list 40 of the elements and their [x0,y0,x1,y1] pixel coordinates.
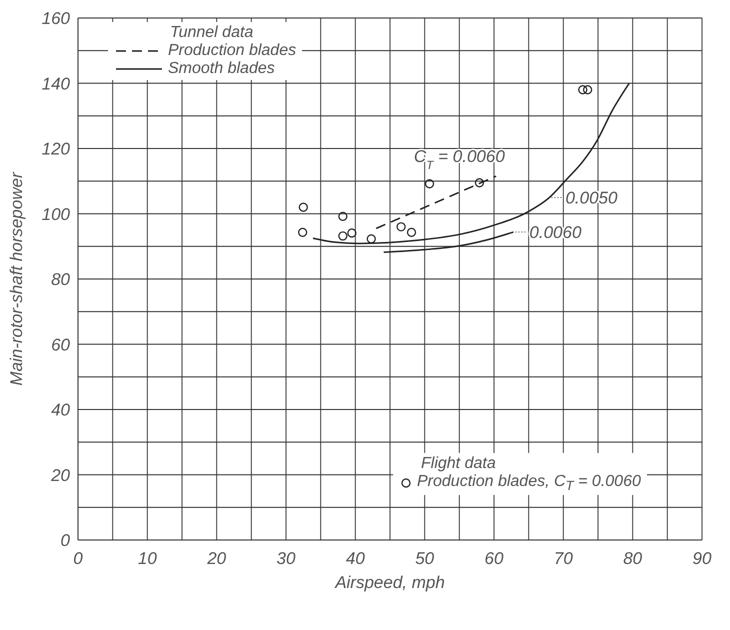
point [338,231,348,241]
y-axis-title: Main-rotor-shaft horsepower [7,171,26,386]
x-tick-label: 0 [73,549,84,568]
x-tick-label: 70 [554,549,574,568]
point [298,228,308,237]
legend-label: Smooth blades [168,60,275,78]
annotation: Flight data [421,455,496,472]
y-tick-label: 140 [42,74,71,94]
x-tick-label: 80 [623,549,643,568]
x-tick-label: 40 [346,549,366,568]
legend-label: Production blades, C$_{T}$ = 0.0060 [417,473,641,494]
y-tick-label: 100 [42,204,71,224]
line-series [312,82,630,244]
point [578,85,588,94]
y-tick-label: 80 [51,270,71,289]
point [396,222,406,232]
point [366,234,376,244]
legend-label: Production blades [168,42,296,60]
point [347,228,356,238]
point [583,85,592,94]
x-tick-label: 30 [276,549,296,568]
x-tick-label: 20 [206,549,227,568]
x-tick-label: 10 [138,549,158,568]
line-series [383,231,514,253]
y-tick-label: 60 [51,335,71,354]
y-tick-label: 0 [60,531,71,550]
y-tick-label: 160 [42,9,71,28]
y-tick-label: 20 [50,466,71,485]
x-axis-title: Airspeed, mph [334,573,445,592]
point [474,178,484,188]
legend-title: Tunnel data [169,24,254,42]
x-tick-label: 60 [484,549,504,568]
point [424,179,434,188]
x-tick-label: 90 [692,549,712,568]
point [298,202,308,212]
x-tick-label: 50 [415,549,435,568]
y-tick-label: 40 [51,400,71,420]
y-tick-label: 120 [42,140,71,158]
point [406,228,416,237]
point [338,212,348,221]
